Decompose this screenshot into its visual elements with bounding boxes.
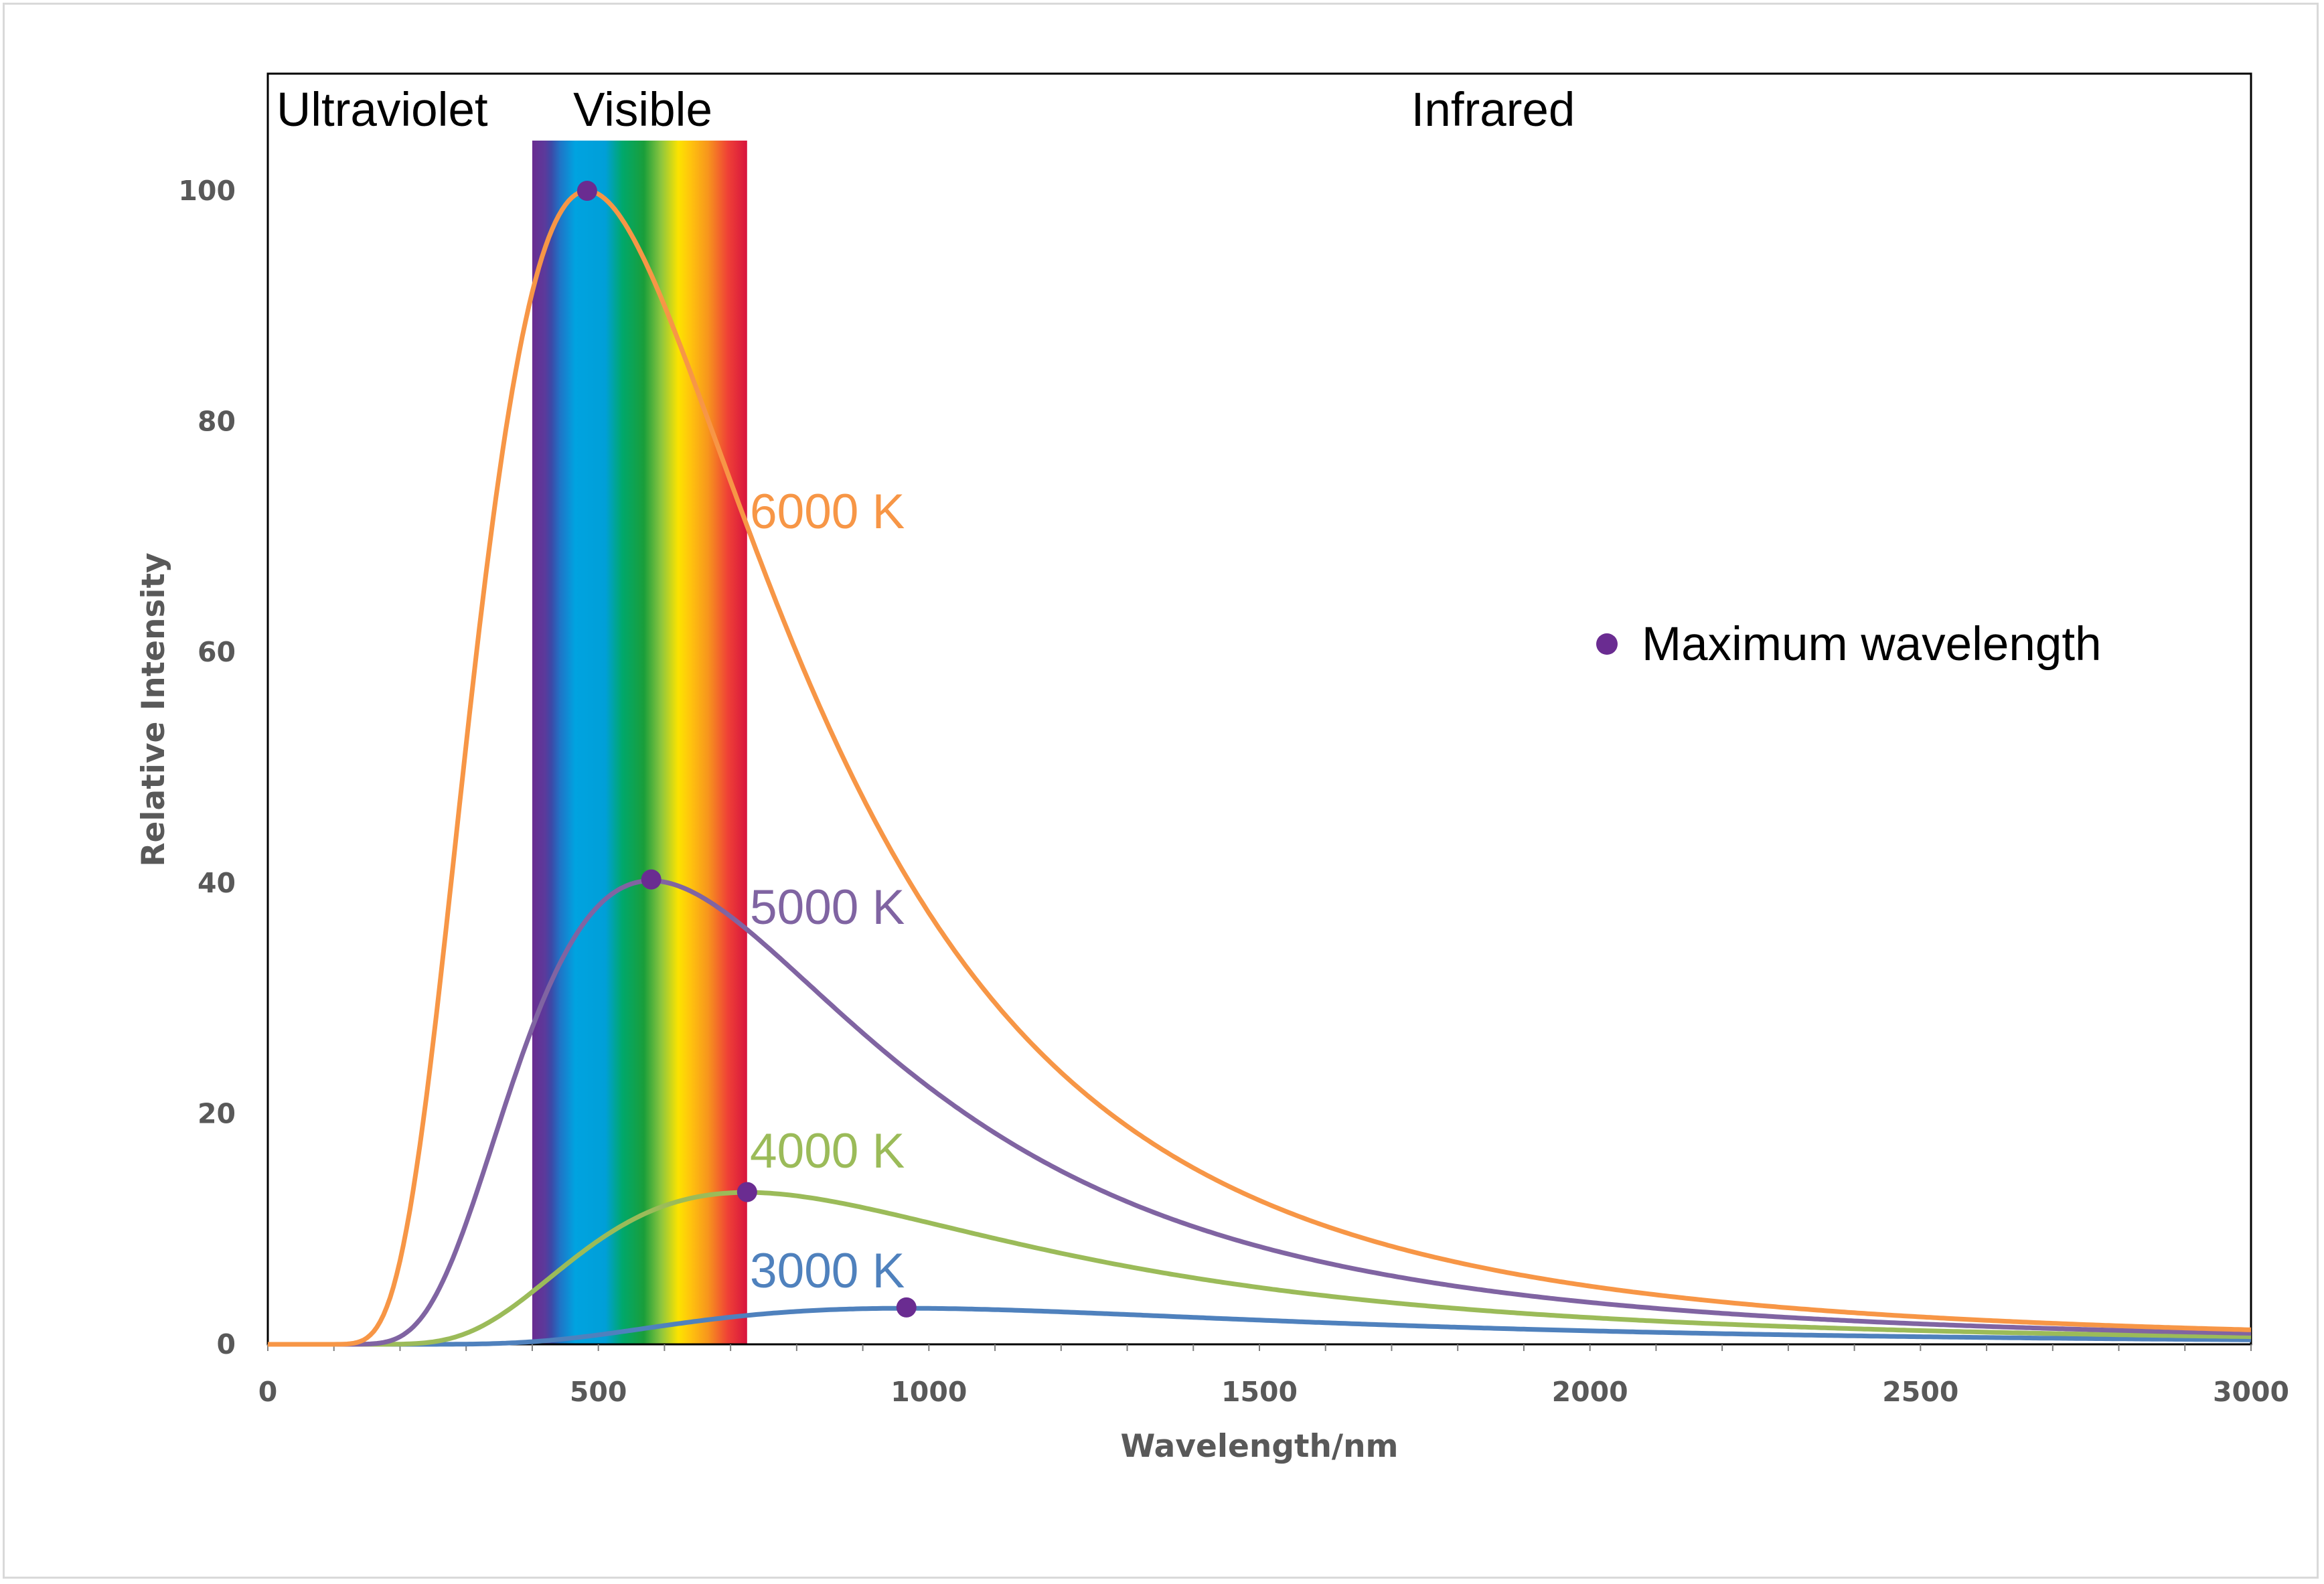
- peak-marker-6000k: [576, 181, 597, 201]
- x-tick-label: 1500: [1221, 1376, 1298, 1408]
- y-axis-title: Relative Intensity: [135, 552, 172, 866]
- x-tick-label: 3000: [2213, 1376, 2289, 1408]
- peak-marker-4000k: [737, 1182, 757, 1202]
- x-tick-label: 2500: [1882, 1376, 1958, 1408]
- series-label-5000k: 5000 K: [750, 880, 905, 935]
- series-label-6000k: 6000 K: [750, 485, 905, 539]
- visible-spectrum-band: [532, 141, 747, 1344]
- y-tick-label: 0: [216, 1328, 236, 1360]
- y-tick-label: 40: [198, 867, 236, 899]
- curve-4000k: [268, 1190, 2252, 1347]
- region-label-visible: Visible: [573, 84, 712, 137]
- x-tick-label: 0: [258, 1376, 278, 1408]
- peak-marker-5000k: [641, 869, 662, 890]
- x-tick-label: 1000: [890, 1376, 967, 1408]
- series-label-3000k: 3000 K: [750, 1244, 905, 1298]
- curve-6000k: [268, 188, 2252, 1347]
- y-axis: 0 20 40 60 80 100: [178, 175, 236, 1360]
- legend-marker: [1596, 633, 1618, 655]
- x-axis-title: Wavelength/nm: [1120, 1428, 1398, 1465]
- curves: [268, 188, 2252, 1347]
- y-tick-label: 100: [178, 175, 236, 207]
- region-label-ultraviolet: Ultraviolet: [277, 84, 488, 137]
- y-tick-label: 60: [198, 636, 236, 668]
- region-label-infrared: Infrared: [1411, 84, 1575, 137]
- y-tick-label: 20: [198, 1097, 236, 1129]
- legend-label: Maximum wavelength: [1642, 618, 2102, 671]
- legend: Maximum wavelength: [1596, 618, 2102, 671]
- curve-3000k: [268, 1305, 2252, 1347]
- peak-markers: [576, 181, 917, 1318]
- peak-marker-3000k: [896, 1297, 917, 1318]
- y-tick-label: 80: [198, 406, 236, 438]
- curve-5000k: [268, 878, 2252, 1347]
- x-tick-label: 500: [570, 1376, 627, 1408]
- x-axis: 0 500 1000 1500 2000 2500 3000: [258, 1343, 2289, 1408]
- x-tick-label: 2000: [1552, 1376, 1628, 1408]
- series-label-4000k: 4000 K: [750, 1124, 905, 1178]
